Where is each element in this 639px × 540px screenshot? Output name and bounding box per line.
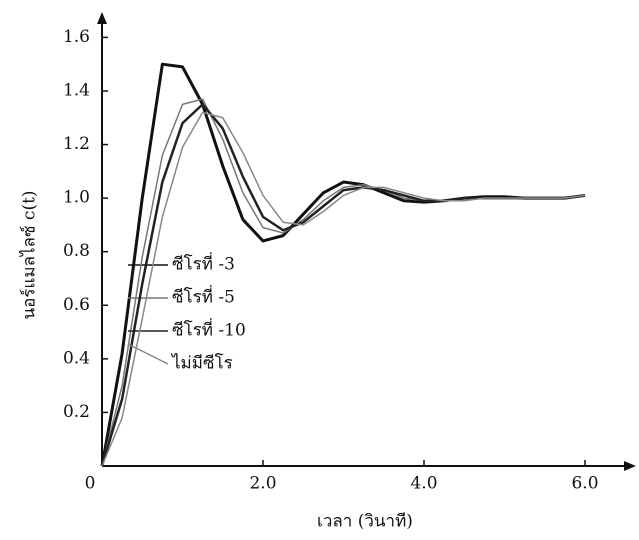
x-tick-label: 2.0 — [249, 474, 276, 494]
y-tick-label: 1.4 — [63, 80, 90, 100]
series-line — [100, 103, 586, 467]
legend-label: ซีโรที่ -3 — [172, 252, 235, 275]
y-axis-arrow — [97, 12, 107, 24]
y-tick-label: 0.6 — [63, 295, 90, 315]
y-tick-label: 0.2 — [63, 402, 90, 422]
legend-label: ซีโรที่ -10 — [172, 318, 246, 341]
series-line — [101, 98, 586, 467]
x-tick-label: 0 — [85, 474, 96, 494]
y-tick-label: 0.8 — [63, 241, 90, 261]
y-tick-label: 1.2 — [63, 134, 90, 154]
x-axis-label: เวลา (วินาที) — [317, 512, 413, 532]
y-axis-label: นอร์แมลไลซ์ c(t) — [19, 190, 40, 319]
x-tick-label: 6.0 — [571, 474, 598, 494]
y-tick-label: 0.4 — [63, 348, 90, 368]
y-tick-label: 1.0 — [63, 188, 90, 208]
legend-label: ซีโรที่ -5 — [172, 285, 235, 308]
x-tick-label: 4.0 — [410, 474, 437, 494]
legend-leader — [127, 343, 169, 365]
series-line — [101, 111, 586, 467]
y-tick-label: 1.6 — [63, 27, 90, 47]
x-axis-arrow — [624, 461, 636, 471]
series-line — [100, 62, 586, 467]
legend-label: ไม่มีซีโร — [170, 353, 233, 374]
